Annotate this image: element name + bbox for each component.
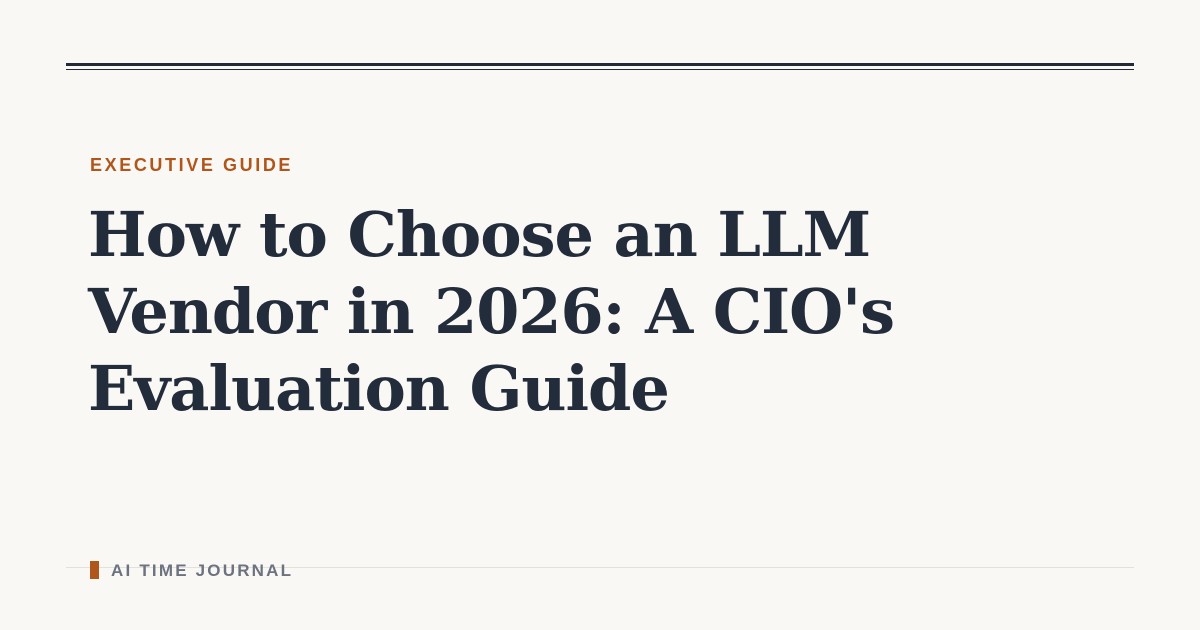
- top-rule-thick: [66, 63, 1134, 66]
- section-kicker: EXECUTIVE GUIDE: [90, 155, 294, 175]
- publication-name: AI TIME JOURNAL: [111, 561, 294, 580]
- brand-accent-bar: [90, 561, 99, 579]
- top-rule-thin: [66, 69, 1134, 70]
- footer-rule: [66, 567, 1134, 568]
- article-headline: How to Choose an LLM Vendor in 2026: A C…: [88, 198, 895, 425]
